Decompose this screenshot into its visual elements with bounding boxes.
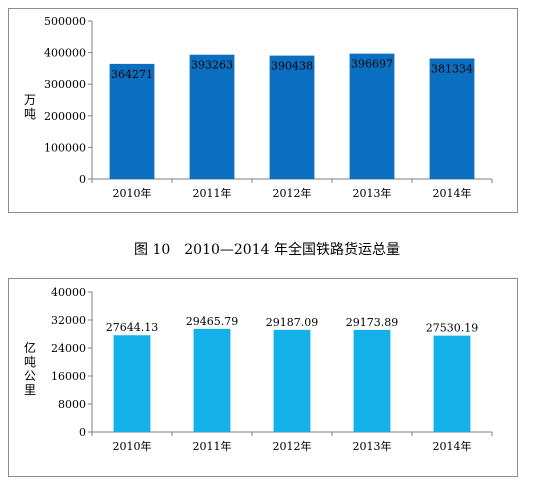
y-tick-label: 0 [79,173,86,186]
data-label: 364271 [111,68,153,81]
data-label: 29465.79 [186,315,239,328]
bar-2 [189,54,235,179]
figure-caption: 图 10 2010—2014 年全国铁路货运总量 [134,242,400,258]
bar-1 [113,335,151,432]
bar-4 [349,53,395,179]
data-label: 396697 [351,58,393,71]
x-tick-label: 2014年 [433,186,472,200]
x-tick-label: 2012年 [273,439,312,453]
data-label: 390438 [271,60,313,73]
y-tick-label: 100000 [44,141,86,154]
data-label: 29187.09 [266,316,319,329]
data-label: 393263 [191,59,233,72]
x-tick-label: 2013年 [353,439,392,453]
bar-3 [273,329,311,432]
data-label: 381334 [431,62,473,75]
y-tick-label: 16000 [51,370,86,383]
y-axis-label: 万吨 [23,93,36,121]
freight-turnover-chart: 0 8000 16000 24000 32000 40000 27644.13 2010年 29… [8,278,518,477]
x-tick-label: 2013年 [353,186,392,200]
bar-4 [353,329,391,432]
bar-3 [269,55,315,179]
y-tick-label: 300000 [44,78,86,91]
x-tick-label: 2014年 [433,439,472,453]
bar-1 [109,63,155,179]
data-label: 29173.89 [346,316,399,329]
y-tick-label: 24000 [51,342,86,355]
bar-5 [429,58,475,179]
x-tick-label: 2010年 [113,439,152,453]
data-label: 27644.13 [106,321,159,334]
bar-2 [193,328,231,432]
freight-volume-chart: 0 100000 200000 300000 400000 500000 364271 201… [8,8,518,213]
y-axis-label: 亿吨公里 [23,341,36,397]
y-tick-label: 32000 [51,314,86,327]
x-tick-label: 2011年 [193,186,232,200]
y-tick-label: 400000 [44,47,86,60]
freight-volume-plot: 0 100000 200000 300000 400000 500000 364271 201… [44,15,493,200]
y-tick-label: 500000 [44,15,86,28]
x-tick-label: 2012年 [273,186,312,200]
x-tick-label: 2011年 [193,439,232,453]
bar-5 [433,335,471,432]
y-tick-label: 200000 [44,110,86,123]
x-tick-label: 2010年 [113,186,152,200]
freight-turnover-plot: 0 8000 16000 24000 32000 40000 27644.13 2010年 29… [51,286,493,453]
data-label: 27530.19 [426,322,479,335]
y-tick-label: 40000 [51,286,86,299]
y-tick-label: 8000 [58,398,86,411]
y-tick-label: 0 [79,426,86,439]
